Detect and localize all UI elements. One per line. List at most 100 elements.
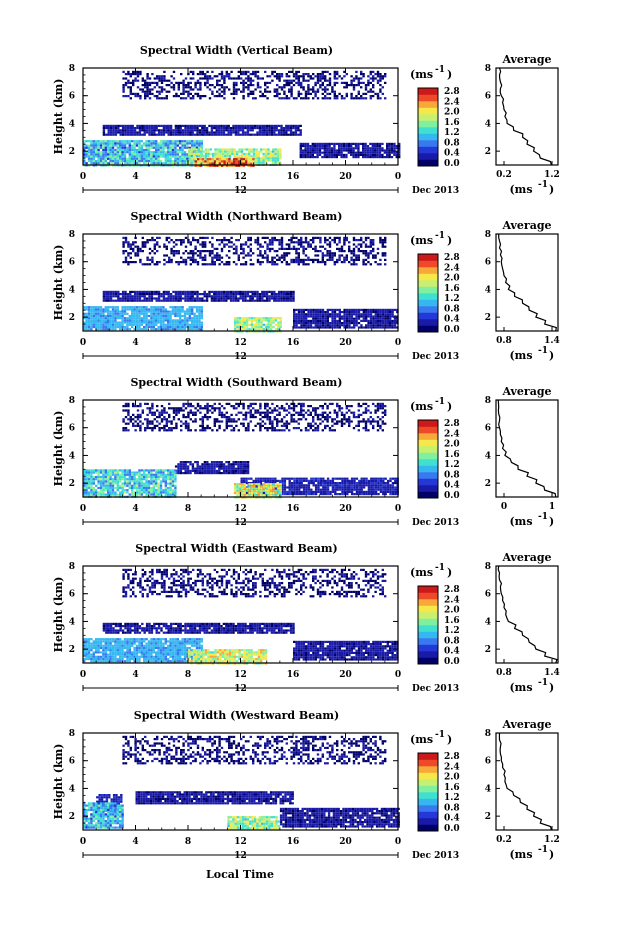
heatmap-cell (114, 317, 117, 320)
heatmap-cell (129, 252, 132, 255)
colorbar-tick-label: 2.0 (444, 274, 460, 284)
heatmap-cell (209, 160, 212, 163)
heatmap-cell (292, 297, 295, 300)
heatmap-cell (264, 161, 268, 164)
heatmap-cell (309, 151, 312, 154)
heatmap-cell (357, 243, 360, 246)
heatmap-cell (279, 157, 282, 160)
heatmap-cell (297, 261, 300, 264)
heatmap-cell (241, 129, 245, 132)
heatmap-cell (262, 155, 265, 158)
heatmap-cell (222, 297, 226, 300)
heatmap-cell (208, 241, 212, 244)
heatmap-cell (307, 79, 310, 82)
heatmap-cell (203, 131, 206, 134)
heatmap-cell (383, 149, 386, 152)
heatmap-cell (355, 97, 358, 100)
heatmap-cell (238, 328, 242, 331)
heatmap-cell (198, 133, 202, 136)
heatmap-cell (181, 162, 184, 165)
heatmap-cell (271, 479, 275, 482)
heatmap-cell (198, 312, 201, 315)
heatmap-cell (204, 250, 207, 253)
heatmap-cell (104, 321, 107, 324)
heatmap-cell (114, 157, 117, 160)
heatmap-cell (297, 127, 300, 130)
heatmap-cell (357, 147, 360, 150)
heatmap-cell (179, 157, 182, 160)
heatmap-cell (163, 243, 166, 246)
heatmap-cell (193, 297, 197, 300)
heatmap-cell (300, 319, 303, 322)
heatmap-cell (261, 295, 264, 298)
heatmap-cell (338, 145, 341, 148)
heatmap-cell (355, 84, 358, 87)
heatmap-cell (306, 151, 310, 154)
heatmap-cell (273, 299, 276, 302)
heatmap-cell (350, 479, 354, 482)
heatmap-cell (256, 77, 260, 80)
heatmap-cell (121, 312, 124, 315)
heatmap-cell (186, 310, 189, 313)
y-tick-label: 4 (69, 119, 75, 129)
heatmap-cell (203, 461, 207, 464)
heatmap-cell (333, 263, 336, 266)
heatmap-cell (241, 297, 245, 300)
heatmap-cell (105, 295, 108, 298)
heatmap-cell (393, 149, 396, 152)
heatmap-cell (133, 328, 136, 331)
heatmap-cell (127, 252, 130, 255)
heatmap-cell (102, 321, 105, 324)
heatmap-cell (362, 315, 365, 318)
heatmap-cell (133, 321, 136, 324)
heatmap-cell (348, 319, 351, 322)
heatmap-cell (109, 157, 112, 160)
colorbar-swatch (418, 325, 438, 333)
heatmap-cell (133, 308, 136, 311)
heatmap-cell (319, 77, 322, 80)
heatmap-cell (352, 254, 356, 257)
heatmap-cell (199, 70, 202, 73)
heatmap-cell (242, 158, 245, 161)
heatmap-cell (256, 75, 260, 78)
heatmap-cell (374, 261, 377, 264)
heatmap-cell (302, 245, 305, 248)
heatmap-cell (199, 236, 202, 239)
heatmap-cell (333, 153, 336, 156)
heatmap-cell (253, 323, 256, 326)
heatmap-cell (350, 75, 353, 78)
heatmap-cell (260, 321, 263, 324)
heatmap-cell (276, 77, 279, 80)
heatmap-cell (87, 146, 91, 149)
heatmap-cell (133, 155, 136, 158)
colorbar-swatch (418, 319, 438, 326)
heatmap-cell (135, 151, 139, 154)
heatmap-cell (357, 77, 360, 80)
heatmap-cell (378, 145, 382, 148)
heatmap-cell (239, 124, 242, 127)
heatmap-cell (114, 323, 117, 326)
heatmap-cell (352, 88, 356, 91)
heatmap-cell (331, 486, 335, 489)
heatmap-cell (200, 312, 203, 315)
heatmap-cell (138, 124, 142, 127)
heatmap-cell (377, 479, 380, 482)
heatmap-cell (133, 314, 136, 318)
heatmap-cell (355, 486, 359, 489)
heatmap-cell (204, 263, 207, 266)
heatmap-cell (253, 328, 256, 331)
heatmap-cell (174, 310, 177, 313)
heatmap-cell (200, 325, 203, 329)
heatmap-cell (198, 297, 202, 300)
heatmap-cell (189, 124, 192, 127)
heatmap-cell (180, 81, 183, 84)
heatmap-cell (146, 73, 149, 76)
heatmap-cell (326, 254, 329, 257)
colorbar-unit: (ms (410, 68, 433, 81)
heatmap-cell (174, 314, 177, 318)
heatmap-cell (85, 162, 88, 165)
heatmap-cell (299, 149, 302, 152)
heatmap-cell (232, 293, 235, 296)
heatmap-cell (266, 256, 269, 259)
heatmap-cell (192, 258, 195, 261)
